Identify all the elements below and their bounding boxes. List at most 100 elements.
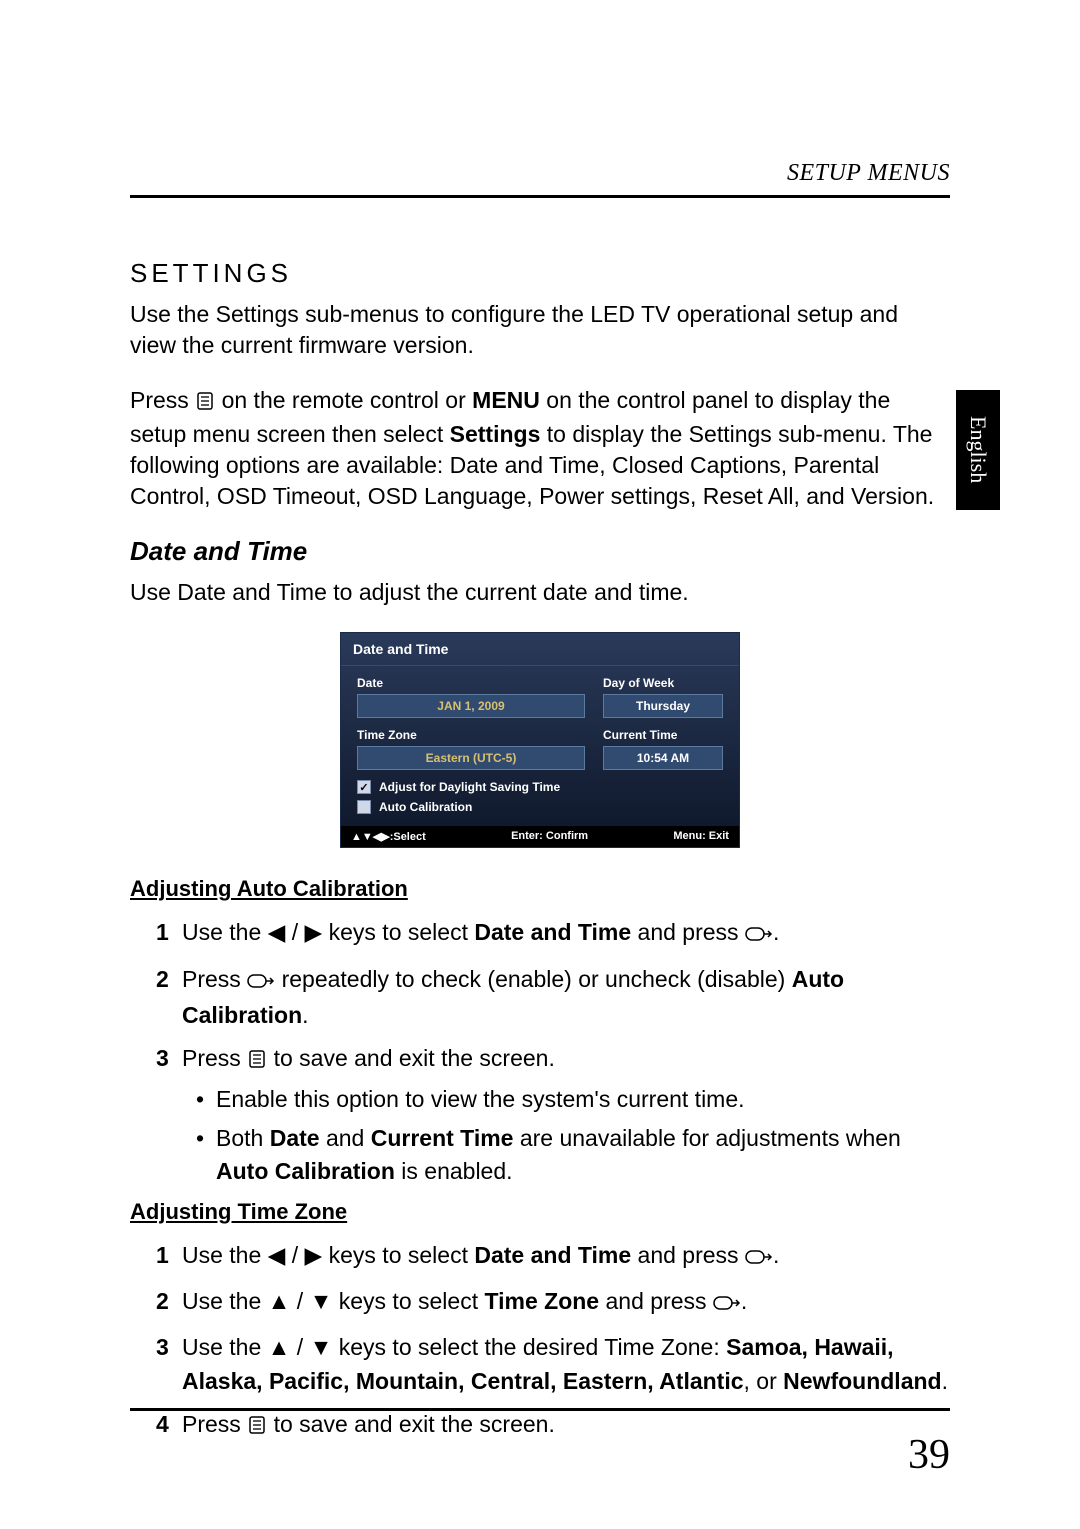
proc2-step4: 4 Press to save and exit the screen. xyxy=(156,1408,950,1444)
text: Use the xyxy=(182,1288,268,1314)
osd-dow-label: Day of Week xyxy=(603,676,723,690)
text: Press xyxy=(182,1045,247,1071)
text: Press xyxy=(130,387,195,413)
date-time-intro: Use Date and Time to adjust the current … xyxy=(130,577,950,608)
osd-panel: Date and Time Date JAN 1, 2009 Day of We… xyxy=(340,632,740,848)
proc2-heading: Adjusting Time Zone xyxy=(130,1199,950,1225)
text: Both xyxy=(216,1125,270,1151)
text: . xyxy=(773,1242,779,1268)
left-arrow-icon: ◀ xyxy=(268,919,286,945)
text: is enabled. xyxy=(395,1158,513,1184)
osd-ct-label: Current Time xyxy=(603,728,723,742)
osd-col-ct: Current Time 10:54 AM xyxy=(603,728,723,770)
text: keys to select xyxy=(322,919,474,945)
up-arrow-icon: ▲ xyxy=(268,1334,291,1360)
right-arrow-icon: ▶ xyxy=(305,1242,323,1268)
osd-footer-enter: Enter: Confirm xyxy=(511,830,588,843)
date-time-heading: Date and Time xyxy=(130,536,950,567)
osd-ct-field: 10:54 AM xyxy=(603,746,723,770)
text: Use the xyxy=(182,1334,268,1360)
menu-bold: MENU xyxy=(472,387,540,413)
target-bold: Time Zone xyxy=(484,1288,599,1314)
header-rule xyxy=(130,195,950,198)
osd-footer-menu: Menu: Exit xyxy=(673,830,729,843)
enter-arrow-icon xyxy=(247,966,275,999)
step-number: 1 xyxy=(156,1239,169,1272)
osd-title: Date and Time xyxy=(341,633,739,666)
up-arrow-icon: ▲ xyxy=(268,1288,291,1314)
down-arrow-icon: ▼ xyxy=(310,1288,333,1314)
text: and press xyxy=(631,919,745,945)
text: Press xyxy=(182,966,247,992)
osd-footer: ▲▼◀▶:Select Enter: Confirm Menu: Exit xyxy=(341,826,739,847)
text: to save and exit the screen. xyxy=(267,1411,555,1437)
osd-col-date: Date JAN 1, 2009 xyxy=(357,676,585,718)
step-number: 2 xyxy=(156,1285,169,1318)
settings-bold: Settings xyxy=(450,421,541,447)
footer-rule-wrap xyxy=(130,1408,950,1411)
language-tab: English xyxy=(956,390,1000,510)
osd-tz-label: Time Zone xyxy=(357,728,585,742)
footer-rule xyxy=(130,1408,950,1411)
step-number: 3 xyxy=(156,1331,169,1364)
page-number: 39 xyxy=(908,1431,950,1479)
proc1-step1: 1 Use the ◀ / ▶ keys to select Date and … xyxy=(156,916,950,952)
osd-row-tz: Time Zone Eastern (UTC-5) Current Time 1… xyxy=(357,728,723,770)
osd-tz-field[interactable]: Eastern (UTC-5) xyxy=(357,746,585,770)
menu-list-icon xyxy=(247,1411,267,1444)
proc2-step3: 3 Use the ▲ / ▼ keys to select the desir… xyxy=(156,1331,950,1398)
osd-auto-row[interactable]: Auto Calibration xyxy=(357,800,723,814)
text: keys to select the desired Time Zone: xyxy=(332,1334,726,1360)
target-bold: Date and Time xyxy=(474,1242,631,1268)
osd-dst-row[interactable]: ✓ Adjust for Daylight Saving Time xyxy=(357,780,723,794)
osd-date-field[interactable]: JAN 1, 2009 xyxy=(357,694,585,718)
enter-arrow-icon xyxy=(713,1288,741,1321)
text: Press xyxy=(182,1411,247,1437)
text: . xyxy=(773,919,779,945)
settings-heading: SETTINGS xyxy=(130,258,950,289)
bold: Date xyxy=(270,1125,320,1151)
checkbox-unchecked-icon[interactable] xyxy=(357,800,371,814)
osd-col-tz: Time Zone Eastern (UTC-5) xyxy=(357,728,585,770)
settings-press-instructions: Press on the remote control or MENU on t… xyxy=(130,385,950,512)
osd-row-date: Date JAN 1, 2009 Day of Week Thursday xyxy=(357,676,723,718)
checkbox-checked-icon[interactable]: ✓ xyxy=(357,780,371,794)
left-arrow-icon: ◀ xyxy=(268,1242,286,1268)
enter-arrow-icon xyxy=(745,919,773,952)
osd-footer-select: ▲▼◀▶:Select xyxy=(351,830,426,843)
step-number: 4 xyxy=(156,1408,169,1441)
section-header: SETUP MENUS xyxy=(130,160,950,187)
step-number: 1 xyxy=(156,916,169,949)
text: keys to select xyxy=(322,1242,474,1268)
menu-list-icon xyxy=(247,1045,267,1078)
menu-list-icon xyxy=(195,388,215,419)
proc1-steps: 1 Use the ◀ / ▶ keys to select Date and … xyxy=(130,916,950,1188)
bold: Current Time xyxy=(371,1125,514,1151)
text: Use the xyxy=(182,919,268,945)
text: . xyxy=(942,1368,948,1394)
text: to save and exit the screen. xyxy=(267,1045,555,1071)
settings-intro: Use the Settings sub-menus to configure … xyxy=(130,299,950,361)
proc1-step2: 2 Press repeatedly to check (enable) or … xyxy=(156,963,950,1033)
text: keys to select xyxy=(332,1288,484,1314)
down-arrow-icon: ▼ xyxy=(310,1334,333,1360)
proc2-step2: 2 Use the ▲ / ▼ keys to select Time Zone… xyxy=(156,1285,950,1321)
step-number: 2 xyxy=(156,963,169,996)
bold: Auto Calibration xyxy=(216,1158,395,1184)
proc1-bullet1: Enable this option to view the system's … xyxy=(196,1083,950,1116)
text: , or xyxy=(744,1368,784,1394)
tz-last-bold: Newfoundland xyxy=(783,1368,941,1394)
text: are unavailable for adjustments when xyxy=(513,1125,900,1151)
text: repeatedly to check (enable) or uncheck … xyxy=(275,966,792,992)
proc1-step3: 3 Press to save and exit the screen. Ena… xyxy=(156,1042,950,1188)
manual-page: SETUP MENUS English SETTINGS Use the Set… xyxy=(0,0,1080,1529)
proc1-sub-bullets: Enable this option to view the system's … xyxy=(196,1083,950,1189)
osd-date-label: Date xyxy=(357,676,585,690)
osd-body: Date JAN 1, 2009 Day of Week Thursday Ti… xyxy=(341,666,739,826)
step-number: 3 xyxy=(156,1042,169,1075)
osd-dow-field: Thursday xyxy=(603,694,723,718)
osd-auto-label: Auto Calibration xyxy=(379,800,472,814)
right-arrow-icon: ▶ xyxy=(305,919,323,945)
enter-arrow-icon xyxy=(745,1242,773,1275)
text: and press xyxy=(631,1242,745,1268)
